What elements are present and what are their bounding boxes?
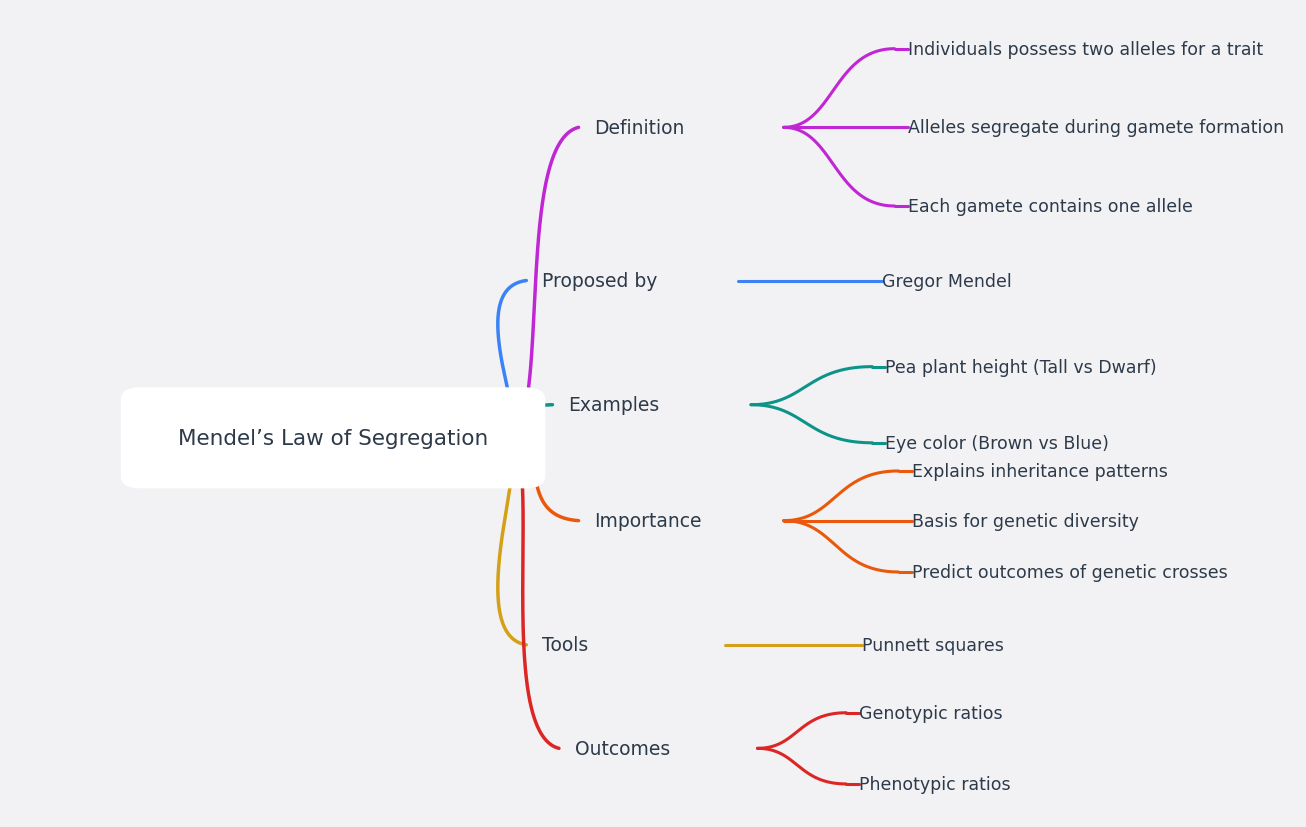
Text: Alleles segregate during gamete formation: Alleles segregate during gamete formatio… bbox=[908, 119, 1284, 137]
Text: Outcomes: Outcomes bbox=[575, 739, 670, 758]
Text: Punnett squares: Punnett squares bbox=[862, 636, 1004, 654]
Text: Basis for genetic diversity: Basis for genetic diversity bbox=[912, 512, 1139, 530]
Text: Pea plant height (Tall vs Dwarf): Pea plant height (Tall vs Dwarf) bbox=[885, 358, 1157, 376]
Text: Explains inheritance patterns: Explains inheritance patterns bbox=[912, 462, 1168, 480]
Text: Tools: Tools bbox=[542, 636, 588, 654]
Text: Importance: Importance bbox=[594, 512, 701, 530]
Text: Each gamete contains one allele: Each gamete contains one allele bbox=[908, 198, 1192, 216]
FancyBboxPatch shape bbox=[121, 388, 546, 489]
Text: Predict outcomes of genetic crosses: Predict outcomes of genetic crosses bbox=[912, 563, 1228, 581]
Text: Definition: Definition bbox=[594, 119, 684, 137]
Text: Gregor Mendel: Gregor Mendel bbox=[882, 272, 1011, 290]
Text: Phenotypic ratios: Phenotypic ratios bbox=[859, 775, 1011, 793]
Text: Examples: Examples bbox=[568, 396, 660, 414]
Text: Proposed by: Proposed by bbox=[542, 272, 657, 290]
Text: Mendel’s Law of Segregation: Mendel’s Law of Segregation bbox=[178, 428, 488, 448]
Text: Individuals possess two alleles for a trait: Individuals possess two alleles for a tr… bbox=[908, 41, 1263, 59]
Text: Eye color (Brown vs Blue): Eye color (Brown vs Blue) bbox=[885, 434, 1109, 452]
Text: Genotypic ratios: Genotypic ratios bbox=[859, 704, 1003, 722]
